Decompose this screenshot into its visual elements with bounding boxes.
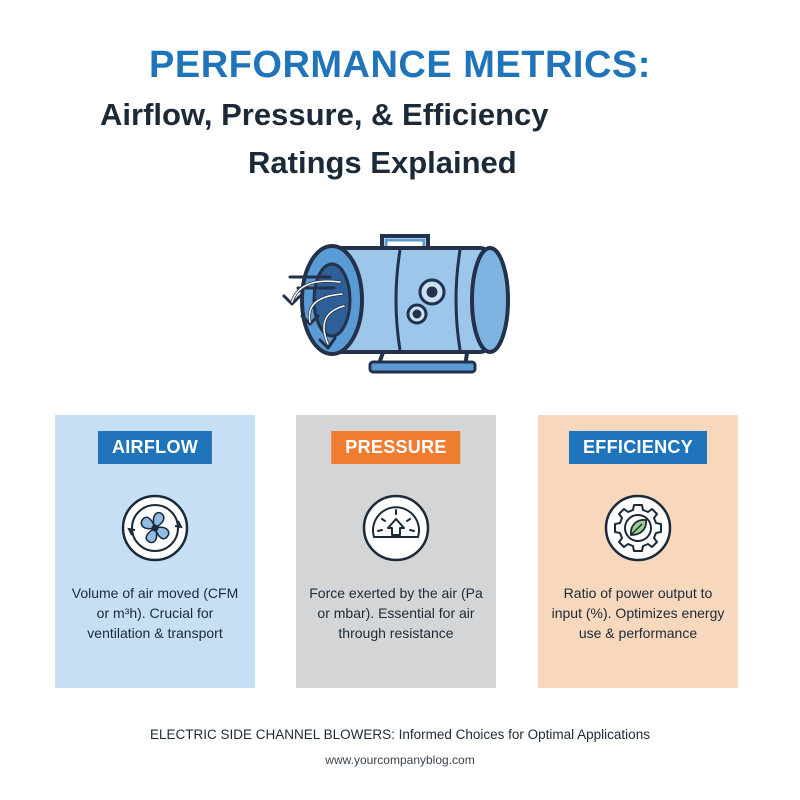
airflow-card: AIRFLOW Volume of air moved (CFM or m³h)… bbox=[55, 415, 255, 688]
pressure-gauge-icon bbox=[362, 494, 430, 562]
pressure-card: PRESSURE Force exerted by the air (Pa or… bbox=[296, 415, 496, 688]
side-channel-blower-icon bbox=[282, 234, 510, 374]
airflow-badge: AIRFLOW bbox=[97, 431, 213, 464]
efficiency-card: EFFICIENCY Ratio of power output to inpu… bbox=[538, 415, 738, 688]
footer-tagline: ELECTRIC SIDE CHANNEL BLOWERS: Informed … bbox=[150, 727, 650, 742]
fan-icon bbox=[121, 494, 189, 562]
page-subtitle-line-2: Ratings Explained bbox=[248, 145, 517, 180]
efficiency-description: Ratio of power output to input (%). Opti… bbox=[551, 585, 725, 641]
pressure-badge: PRESSURE bbox=[331, 431, 461, 464]
gear-leaf-icon bbox=[604, 494, 672, 562]
page-title: PERFORMANCE METRICS: bbox=[149, 44, 651, 86]
page-subtitle-line-1: Airflow, Pressure, & Efficiency bbox=[100, 97, 549, 132]
pressure-description: Force exerted by the air (Pa or mbar). E… bbox=[309, 585, 483, 641]
airflow-description: Volume of air moved (CFM or m³h). Crucia… bbox=[71, 585, 239, 641]
efficiency-badge: EFFICIENCY bbox=[568, 431, 708, 464]
footer-url[interactable]: www.yourcompanyblog.com bbox=[325, 753, 475, 767]
